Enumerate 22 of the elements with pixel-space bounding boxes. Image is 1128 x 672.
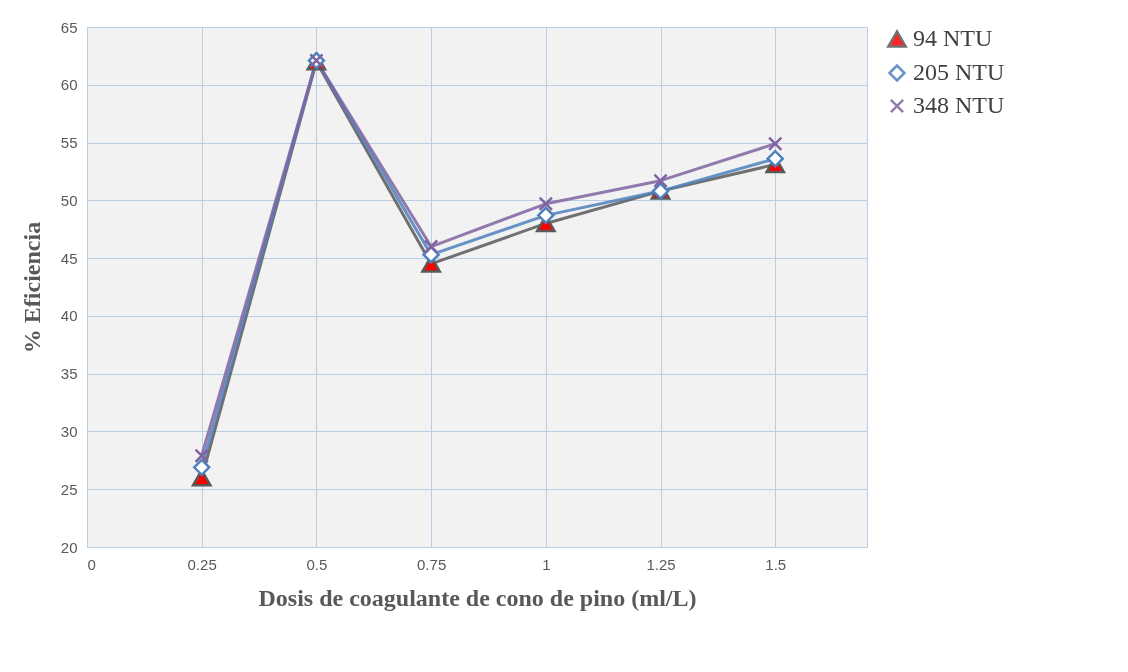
y-tick-label: 55 xyxy=(60,134,78,152)
x-tick-label: 0.25 xyxy=(187,555,217,573)
y-axis-title: % Eficiencia xyxy=(18,221,45,354)
legend-label: 348 NTU xyxy=(913,92,1005,118)
legend-label: 205 NTU xyxy=(913,59,1005,85)
y-tick-label: 60 xyxy=(60,76,78,94)
y-tick-label: 65 xyxy=(60,18,78,36)
x-tick-label: 0.5 xyxy=(306,555,328,573)
y-tick-label: 50 xyxy=(60,191,78,209)
y-tick-label: 25 xyxy=(60,480,78,498)
x-tick-label: 1.25 xyxy=(646,555,676,573)
y-tick-label: 45 xyxy=(60,249,78,267)
x-tick-label: 1 xyxy=(542,555,551,573)
legend-label: 94 NTU xyxy=(913,25,993,51)
y-tick-label: 40 xyxy=(60,307,78,325)
x-axis-title: Dosis de coagulante de cono de pino (ml/L) xyxy=(258,584,697,611)
y-tick-label: 20 xyxy=(60,538,78,556)
x-tick-label: 0.75 xyxy=(417,555,447,573)
y-tick-label: 35 xyxy=(60,365,78,383)
x-tick-label: 1.5 xyxy=(765,555,787,573)
x-tick-label: 0 xyxy=(87,555,96,573)
y-tick-label: 30 xyxy=(60,422,78,440)
